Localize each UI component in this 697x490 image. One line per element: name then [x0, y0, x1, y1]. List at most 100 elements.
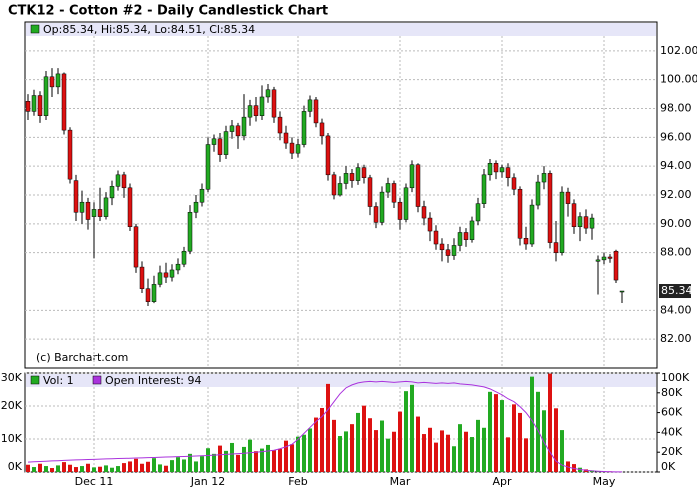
volume-bar	[320, 407, 324, 472]
y-tick-label: 96.00	[660, 130, 692, 143]
y-tick-label: 20K	[1, 399, 23, 412]
y-tick-label: 88.00	[660, 246, 692, 259]
volume-bar	[524, 438, 528, 472]
candle-body	[439, 243, 445, 251]
candle-body	[289, 142, 295, 154]
volume-bar	[188, 453, 192, 472]
volume-bar	[242, 446, 246, 472]
volume-bar	[416, 416, 420, 472]
candle-body	[199, 188, 205, 203]
candle-body	[397, 201, 403, 220]
volume-bar	[350, 424, 354, 472]
volume-bar	[200, 456, 204, 472]
candle-body	[229, 125, 235, 132]
candle-body	[235, 125, 241, 137]
candle-body	[559, 191, 565, 253]
candle-body	[565, 191, 571, 204]
volume-bar	[356, 412, 360, 472]
volume-bar	[338, 436, 342, 472]
volume-bar	[56, 465, 60, 472]
volume-bar	[398, 411, 402, 472]
candle-body	[307, 99, 313, 112]
volume-bar	[176, 457, 180, 472]
volume-bar	[98, 466, 102, 472]
volume-bar	[224, 450, 228, 472]
volume-bar	[152, 458, 156, 472]
candle-body	[97, 209, 103, 217]
volume-bar	[518, 412, 522, 472]
y-tick-label: 30K	[1, 371, 23, 384]
volume-bar	[512, 404, 516, 472]
candle-body	[499, 167, 505, 173]
volume-bar	[464, 431, 468, 472]
volume-bar	[494, 394, 498, 472]
volume-bar	[158, 464, 162, 472]
legend-label: Vol: 1	[43, 374, 74, 387]
last-price-label: 85.34	[661, 284, 693, 297]
candle-body	[163, 272, 169, 278]
candle-body	[49, 76, 55, 88]
y-tick-label: 98.00	[660, 102, 692, 115]
candle-body	[133, 226, 139, 268]
volume-bar	[506, 437, 510, 472]
volume-bar	[368, 418, 372, 472]
legend-icon	[30, 375, 40, 385]
candle-body	[427, 217, 433, 232]
candle-body	[169, 269, 175, 278]
volume-bar	[128, 461, 132, 472]
y-tick-label: 0K	[8, 460, 23, 473]
volume-bar	[110, 467, 114, 472]
candle-body	[379, 191, 385, 223]
candle-body	[217, 138, 223, 155]
candle-body	[601, 256, 607, 261]
x-tick-label: Mar	[390, 475, 411, 488]
volume-bar	[182, 459, 186, 472]
candle-body	[469, 220, 475, 240]
y-tick-label: 84.00	[660, 303, 692, 316]
volume-bar	[272, 450, 276, 472]
candle-body	[145, 288, 151, 302]
volume-bar	[134, 458, 138, 472]
candle-body	[361, 167, 367, 178]
y-tick-label: 10K	[1, 432, 23, 445]
candle-body	[451, 245, 457, 256]
candle-body	[595, 259, 601, 262]
volume-bar	[38, 463, 42, 472]
volume-bar	[116, 466, 120, 472]
volume-bar	[104, 465, 108, 472]
volume-bar	[254, 451, 258, 472]
volume-bar	[326, 383, 330, 472]
volume-bar	[74, 467, 78, 472]
candle-body	[619, 290, 625, 293]
candle-body	[139, 266, 145, 289]
candle-body	[577, 216, 583, 227]
candle-body	[547, 173, 553, 243]
volume-bar	[26, 464, 30, 472]
candle-body	[127, 187, 133, 227]
volume-bar	[446, 434, 450, 472]
candle-body	[385, 183, 391, 193]
volume-bar	[308, 428, 312, 472]
volume-bar	[452, 446, 456, 472]
candle-body	[319, 122, 325, 137]
candle-body	[283, 132, 289, 144]
candle-body	[91, 209, 97, 217]
candle-body	[583, 216, 589, 229]
volume-bar	[488, 391, 492, 472]
volume-bar	[170, 460, 174, 472]
candle-body	[265, 89, 271, 98]
volume-bar	[80, 466, 84, 472]
candle-body	[403, 187, 409, 220]
candle-body	[589, 217, 595, 229]
candle-body	[37, 95, 43, 116]
candle-body	[325, 135, 331, 176]
volume-bar	[458, 424, 462, 472]
volume-bar	[278, 448, 282, 472]
volume-bar	[218, 445, 222, 472]
candle-body	[151, 284, 157, 302]
volume-bar	[482, 427, 486, 472]
candle-body	[73, 180, 79, 213]
volume-bar	[296, 436, 300, 472]
y-tick-label: 92.00	[660, 188, 692, 201]
candle-body	[43, 76, 49, 116]
